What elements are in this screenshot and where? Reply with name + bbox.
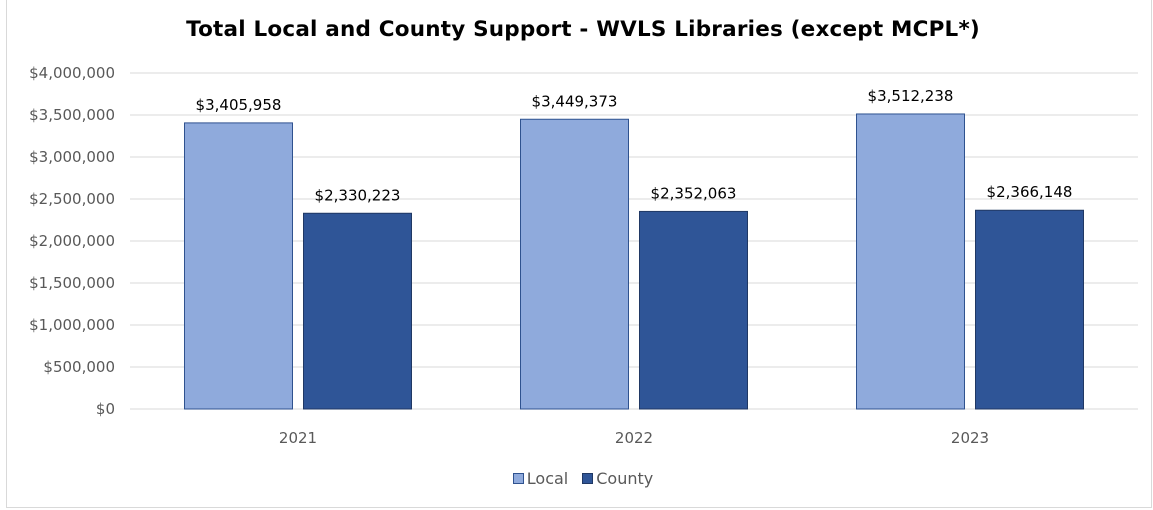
- bar-local-2021: [184, 122, 293, 410]
- y-tick-label: $4,000,000: [29, 64, 115, 82]
- legend-label-county: County: [596, 469, 654, 488]
- data-label: $3,405,958: [196, 96, 282, 114]
- data-label: $2,352,063: [651, 184, 737, 202]
- bar-county-2021: [303, 212, 412, 410]
- x-tick-label: 2023: [951, 429, 989, 447]
- bar-county-2022: [639, 210, 748, 410]
- y-tick-label: $2,000,000: [29, 232, 115, 250]
- chart-frame: [6, 0, 1152, 508]
- y-tick-label: $1,000,000: [29, 316, 115, 334]
- data-label: $3,449,373: [532, 92, 618, 110]
- legend-swatch-county: [582, 473, 594, 484]
- x-tick-label: 2021: [279, 429, 317, 447]
- data-label: $2,366,148: [987, 183, 1073, 201]
- bar-local-2023: [856, 113, 965, 410]
- legend-item-local: Local: [512, 469, 569, 488]
- chart-title: Total Local and County Support - WVLS Li…: [186, 17, 980, 42]
- legend-item-county: County: [582, 469, 653, 488]
- bar-county-2023: [975, 209, 1084, 410]
- y-tick-label: $500,000: [43, 358, 115, 376]
- bar-local-2022: [520, 118, 629, 410]
- y-tick-label: $3,500,000: [29, 106, 115, 124]
- legend-label-local: Local: [526, 469, 569, 488]
- y-tick-label: $0: [96, 400, 115, 418]
- chart-legend: Local County: [0, 469, 1153, 488]
- data-label: $2,330,223: [315, 186, 401, 204]
- x-tick-label: 2022: [615, 429, 653, 447]
- y-tick-label: $1,500,000: [29, 274, 115, 292]
- data-label: $3,512,238: [868, 87, 954, 105]
- y-tick-label: $2,500,000: [29, 190, 115, 208]
- y-tick-label: $3,000,000: [29, 148, 115, 166]
- legend-swatch-local: [512, 473, 524, 484]
